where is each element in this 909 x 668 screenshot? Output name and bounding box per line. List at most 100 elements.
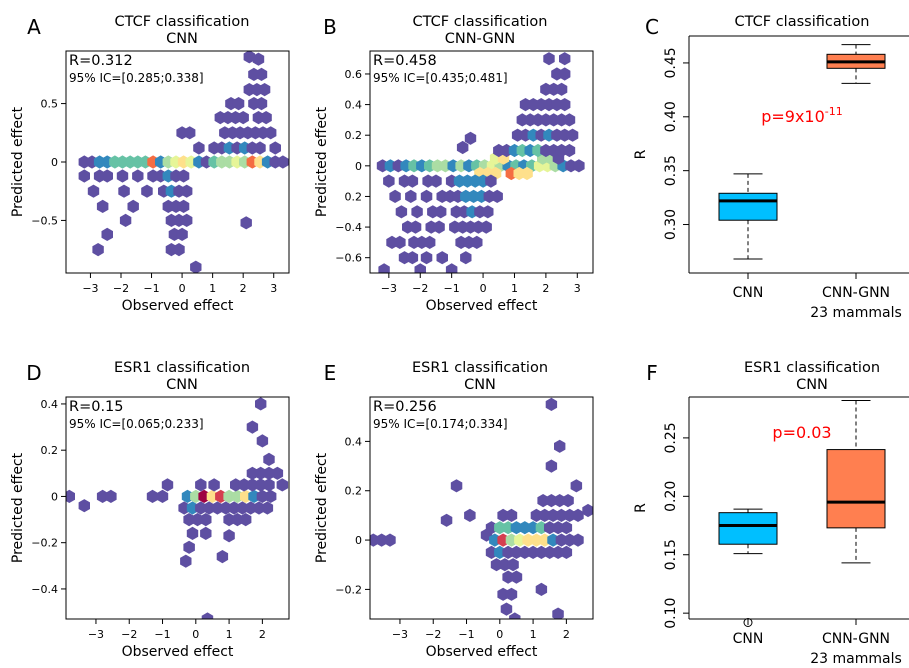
hex-bin	[559, 52, 571, 66]
panel-title: CTCF classification	[735, 14, 870, 30]
hex-layer	[376, 52, 585, 273]
hex-bin	[105, 489, 117, 503]
x-tick-label: CNN	[733, 631, 764, 647]
y-tick-label: 0.4	[345, 435, 363, 448]
hex-bin	[435, 205, 447, 219]
box-body	[718, 512, 778, 545]
hex-bin	[101, 227, 113, 241]
y-tick-label: 0.20	[663, 481, 679, 512]
plot-frame	[369, 396, 594, 620]
hex-bin	[545, 397, 558, 411]
hex-bin	[96, 199, 109, 213]
panel-subtitle: CNN	[796, 377, 828, 393]
hex-bin	[500, 602, 513, 616]
y-tick-label: −0.5	[31, 214, 58, 227]
hex-bin	[480, 220, 492, 234]
y-tick-label: −0.4	[335, 221, 362, 234]
panel-title: ESR1 classification	[412, 360, 548, 376]
hex-bin	[436, 251, 448, 265]
hex-bin	[559, 98, 571, 112]
panel-C: C CTCF classification 0.30 0.35 0.40 0.45 R CNN…	[633, 14, 909, 321]
hex-bin	[193, 141, 205, 155]
box-cnn	[718, 173, 778, 260]
y-tick-label: 0.2	[345, 485, 363, 498]
hex-bin	[414, 263, 426, 273]
hex-bin	[243, 51, 255, 64]
panel-title: ESR1 classification	[744, 360, 880, 376]
hex-bin	[395, 205, 408, 219]
hex-bin	[409, 220, 422, 234]
hex-bin	[173, 243, 185, 257]
hex-bin	[430, 174, 442, 188]
panel-title: CTCF classification	[115, 14, 250, 30]
panel-letter: A	[27, 15, 41, 39]
hex-bin	[507, 558, 519, 572]
x-tick-label: CNN-GNN	[822, 285, 890, 301]
box-cnn-gnn	[826, 400, 886, 564]
p-value-base: p=0.03	[772, 423, 831, 442]
x-tick-label: 0	[179, 282, 186, 295]
hex-bin	[420, 251, 433, 265]
hex-bin	[570, 479, 583, 493]
hex-bin	[560, 545, 573, 559]
x-tick-label: 2	[563, 628, 570, 641]
plot-frame	[65, 396, 290, 620]
x-tick-label: −1	[143, 282, 159, 295]
hex-bin	[384, 533, 396, 547]
hex-bin	[555, 82, 568, 96]
x-tick-label: 1	[511, 282, 518, 295]
box-body	[718, 192, 778, 221]
panel-subtitle: CNN	[166, 377, 198, 393]
x-tick-label: 2	[240, 282, 247, 295]
box-body	[826, 449, 886, 529]
hex-bin	[263, 452, 275, 466]
p-value-label: p=9x10-11	[761, 105, 843, 126]
ci-annotation: 95% IC=[0.065;0.233]	[69, 417, 204, 431]
hex-bin	[510, 570, 523, 584]
x-tick-label: 3	[270, 282, 277, 295]
r-annotation: R=0.458	[373, 53, 437, 69]
hex-bin	[78, 499, 90, 513]
y-tick-label: −0.2	[31, 537, 58, 550]
panel-subtitle: CNN	[464, 377, 496, 393]
hex-bin	[255, 67, 268, 81]
y-axis-label: Predicted effect	[314, 452, 330, 563]
hex-bin	[184, 126, 196, 140]
hex-bin	[420, 189, 433, 203]
hex-bin	[445, 263, 458, 273]
box-cnn	[718, 508, 778, 628]
hex-bin	[559, 67, 571, 81]
x-axis-label: Observed effect	[426, 644, 538, 660]
hex-bin	[485, 174, 497, 188]
hex-bin	[118, 184, 130, 198]
hex-bin	[450, 479, 463, 493]
hex-layer	[370, 397, 593, 619]
hex-bin	[545, 459, 558, 473]
hex-bin	[505, 508, 518, 522]
hex-bin	[265, 489, 277, 503]
x-tick-label: 0	[192, 628, 199, 641]
hex-bin	[554, 439, 566, 453]
hex-bin	[573, 159, 585, 173]
y-axis-label: Predicted effect	[314, 106, 330, 217]
hex-bin	[405, 189, 417, 203]
hex-bin	[208, 478, 220, 492]
x-tick-label: 2	[542, 282, 549, 295]
hex-bin	[265, 126, 277, 140]
r-annotation: R=0.256	[373, 399, 437, 415]
y-tick-label: 0.35	[663, 155, 679, 186]
hex-bin	[254, 141, 266, 155]
hex-bin	[127, 199, 139, 213]
x-tick-sublabel: 23 mammals	[810, 305, 902, 321]
y-tick-label: 0.45	[663, 47, 679, 78]
y-tick-label: 0.10	[663, 598, 679, 629]
hex-bin	[216, 550, 229, 564]
hex-bin	[411, 205, 423, 219]
y-tick-label: 0.4	[345, 99, 363, 112]
hex-bin	[255, 397, 267, 411]
x-tick-label: −3	[392, 628, 408, 641]
panel-letter: B	[323, 15, 337, 39]
y-tick-label: 0.5	[41, 98, 59, 111]
